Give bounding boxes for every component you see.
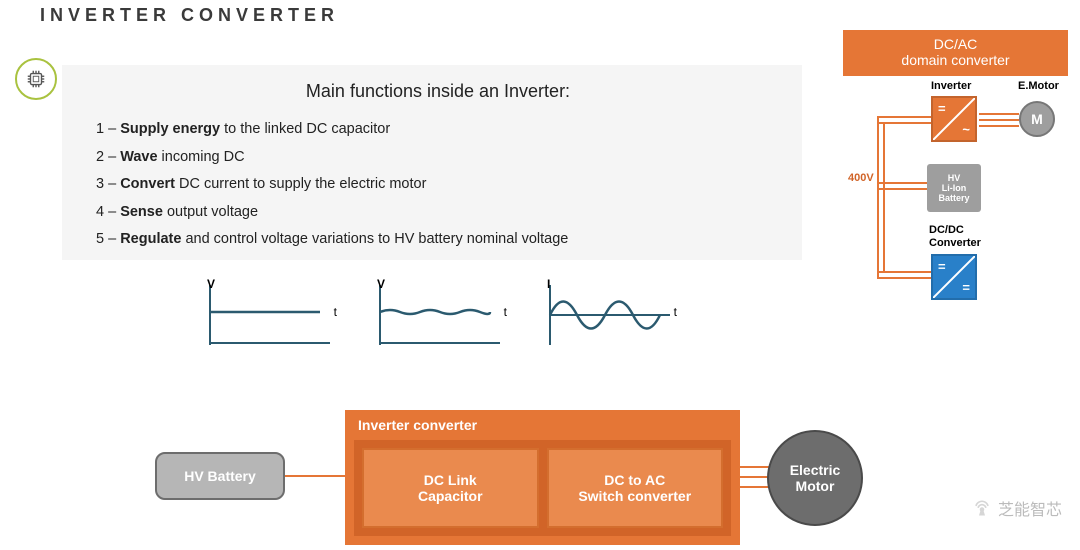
dc-ac-domain-panel: DC/AC domain converter Inverter E.Motor … <box>843 30 1068 316</box>
bus-voltage-label: 400V <box>848 172 874 184</box>
inverter-container-title: Inverter converter <box>358 417 477 433</box>
bus-h-dcdc-1 <box>877 271 931 273</box>
wire-3phase-2 <box>979 119 1019 121</box>
watermark: 芝能智芯 <box>972 496 1062 520</box>
wire-3phase-1 <box>979 113 1019 115</box>
inverter-label: Inverter <box>931 80 971 92</box>
dcdc-label: DC/DC Converter <box>929 224 981 249</box>
bus-h-dcdc-2 <box>877 277 931 279</box>
functions-panel: Main functions inside an Inverter: 1 – S… <box>62 65 802 260</box>
bus-h-top <box>877 116 931 118</box>
electric-motor-block: Electric Motor <box>767 430 863 526</box>
bus-v-1 <box>877 116 879 277</box>
bus-h-liion-2 <box>877 188 927 190</box>
emotor-label: E.Motor <box>1018 80 1059 92</box>
function-item: 5 – Regulate and control voltage variati… <box>96 226 780 254</box>
waveform-dc-ripple: V t <box>355 280 505 355</box>
inverter-block-diagram: HV Battery Inverter converter DC Link Ca… <box>155 410 935 550</box>
functions-list: 1 – Supply energy to the linked DC capac… <box>96 116 780 254</box>
dc-to-ac-switch-block: DC to AC Switch converter <box>547 448 724 528</box>
wire-inverter-to-motor-2 <box>740 476 768 478</box>
bus-h-liion-1 <box>877 182 927 184</box>
dc-link-capacitor-block: DC Link Capacitor <box>362 448 539 528</box>
function-item: 1 – Supply energy to the linked DC capac… <box>96 116 780 144</box>
wire-3phase-3 <box>979 125 1019 127</box>
inverter-icon-block: = ~ <box>931 96 977 142</box>
function-item: 2 – Wave incoming DC <box>96 144 780 172</box>
function-item: 4 – Sense output voltage <box>96 199 780 227</box>
waveform-dc-flat: V t <box>185 280 335 355</box>
waveform-ac-sine: I t <box>525 280 675 355</box>
hv-liion-block: HV Li-Ion Battery <box>927 164 981 212</box>
hv-battery-block: HV Battery <box>155 452 285 500</box>
chip-icon <box>15 58 57 100</box>
right-panel-header: DC/AC domain converter <box>843 30 1068 76</box>
dcdc-icon-block: = = <box>931 254 977 300</box>
function-item: 3 – Convert DC current to supply the ele… <box>96 171 780 199</box>
bus-h-top2 <box>877 122 931 124</box>
page-title: INVERTER CONVERTER <box>40 5 339 26</box>
bus-v-2 <box>883 122 885 271</box>
wire-battery-to-inverter <box>285 475 345 477</box>
functions-heading: Main functions inside an Inverter: <box>96 81 780 102</box>
motor-icon: M <box>1019 101 1055 137</box>
inverter-converter-container: Inverter converter DC Link Capacitor DC … <box>345 410 740 545</box>
